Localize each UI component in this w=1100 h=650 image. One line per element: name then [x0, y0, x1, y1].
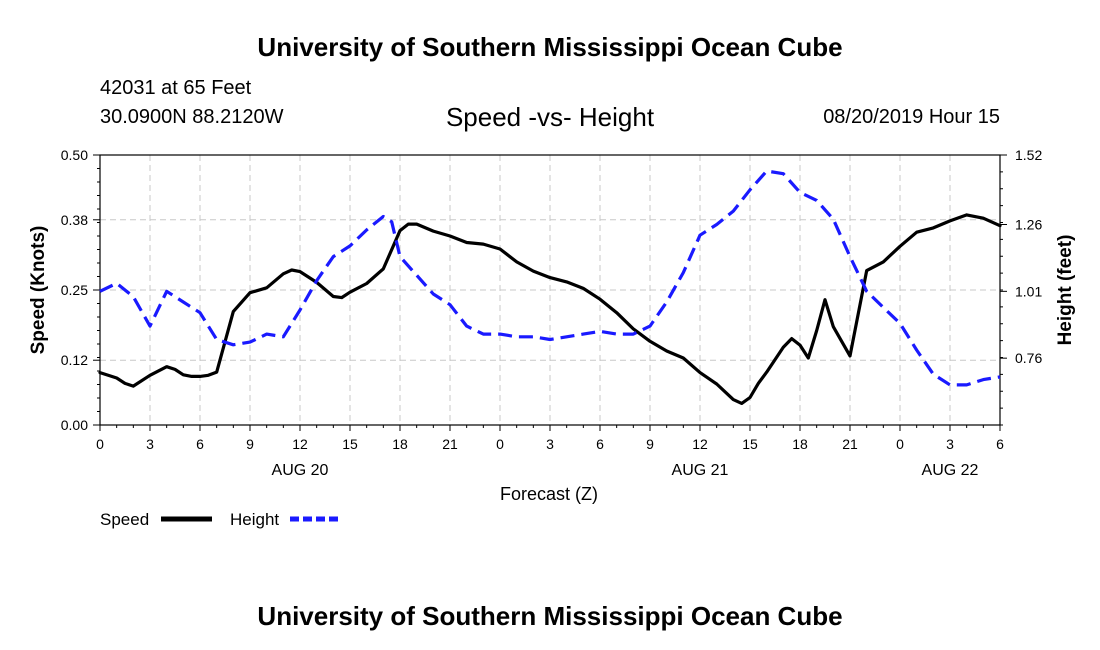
y-right-tick-label: 0.76	[1015, 350, 1042, 366]
x-tick-label: 9	[646, 436, 654, 452]
x-tick-label: 0	[496, 436, 504, 452]
day-label: AUG 22	[922, 462, 979, 479]
y-tick-label: 0.00	[61, 417, 88, 433]
x-tick-label: 15	[342, 436, 358, 452]
y-right-tick-label: 1.01	[1015, 283, 1042, 299]
y-right-tick-label: 1.52	[1015, 147, 1042, 163]
series-line-speed	[98, 213, 1002, 405]
legend-height-label: Height	[230, 510, 279, 529]
x-tick-label: 12	[292, 436, 308, 452]
y-right-tick-label: 1.26	[1015, 217, 1042, 233]
x-tick-label: 18	[792, 436, 808, 452]
x-tick-label: 12	[692, 436, 708, 452]
y-axis-label: Speed (Knots)	[28, 226, 49, 355]
x-axis-label: Forecast (Z)	[500, 484, 598, 504]
grid-lines	[100, 155, 1000, 425]
x-tick-label: 9	[246, 436, 254, 452]
chart-title: Speed -vs- Height	[445, 102, 655, 132]
footer-title: University of Southern Mississippi Ocean…	[257, 601, 843, 631]
y-tick-label: 0.25	[61, 282, 88, 298]
x-tick-label: 3	[946, 436, 954, 452]
x-tick-label: 3	[146, 436, 154, 452]
x-tick-label: 6	[996, 436, 1004, 452]
x-tick-label: 15	[742, 436, 758, 452]
station-label: 42031 at 65 Feet	[100, 77, 252, 99]
header-title: University of Southern Mississippi Ocean…	[257, 32, 843, 62]
x-tick-label: 21	[842, 436, 858, 452]
x-tick-label: 0	[96, 436, 104, 452]
day-label: AUG 21	[672, 462, 729, 479]
x-tick-label: 18	[392, 436, 408, 452]
x-tick-label: 0	[896, 436, 904, 452]
y-tick-label: 0.12	[61, 352, 88, 368]
legend: Speed Height	[100, 510, 342, 529]
legend-speed-label: Speed	[100, 510, 149, 529]
location-label: 30.0900N 88.2120W	[100, 106, 284, 128]
y-tick-label: 0.50	[61, 147, 88, 163]
day-label: AUG 20	[272, 462, 329, 479]
series-lines	[98, 169, 1002, 405]
series-line-height	[99, 169, 1001, 387]
issued-label: 08/20/2019 Hour 15	[823, 106, 1000, 128]
axis-ticks: 0 3 6 9 12 15 18 21 0 3 6 9 12 15 18 21 0 3 6 0.00 0.12 0.25 0…	[61, 147, 1043, 479]
x-tick-label: 21	[442, 436, 458, 452]
x-tick-label: 6	[196, 436, 204, 452]
x-tick-label: 6	[596, 436, 604, 452]
y-tick-label: 0.38	[61, 212, 88, 228]
y-right-axis-label: Height (feet)	[1055, 235, 1076, 346]
x-tick-label: 3	[546, 436, 554, 452]
